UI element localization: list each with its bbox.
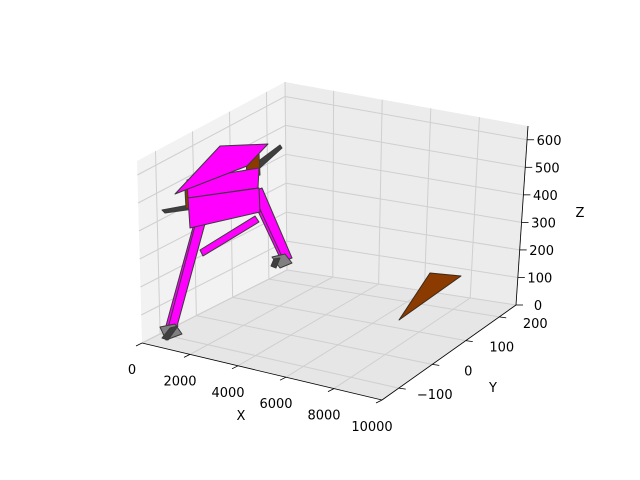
x-tick-mark: [183, 354, 191, 358]
x-gridline: [189, 276, 334, 355]
y-ticks: −100 0 100 200: [398, 316, 548, 403]
y-axis-label: Y: [488, 381, 497, 396]
z-tick-label: 200: [529, 244, 554, 259]
foot-right-shadow: [270, 257, 281, 269]
x-gridline: [237, 283, 379, 367]
y-axis-line: [381, 304, 517, 401]
y-gridline: [266, 91, 270, 280]
z-gridline: [137, 96, 286, 176]
z-tick-label: 400: [533, 189, 558, 204]
z-tick-label: 0: [534, 299, 542, 314]
x-tick-label: 0: [128, 363, 136, 378]
z-tick-label: 500: [535, 161, 560, 176]
x-ticks: 0 2000 4000 6000 8000 10000: [128, 342, 393, 435]
x-tick-mark: [327, 388, 335, 392]
z-gridline: [285, 95, 528, 141]
body-front: [187, 187, 261, 229]
x-tick-label: 4000: [211, 386, 244, 401]
z-gridline: [141, 240, 287, 316]
x-gridline: [378, 99, 383, 285]
x-tick-label: 6000: [259, 397, 292, 412]
y-tick-mark: [398, 387, 406, 390]
z-axis-line: [515, 125, 529, 306]
y-tick-label: −100: [417, 388, 453, 403]
z-gridline: [285, 124, 526, 168]
x-gridline: [285, 290, 425, 378]
z-ticks: 0 100 200 300 400 500 600: [516, 134, 561, 314]
z-gridline: [286, 269, 517, 306]
y-gridline: [268, 278, 500, 318]
x-axis-line: [141, 342, 383, 401]
wedge-tool: [398, 272, 462, 321]
x-axis-label: X: [237, 409, 246, 424]
back-pane: [285, 82, 528, 305]
axis-frame: [141, 125, 529, 401]
x-gridline: [332, 90, 335, 278]
x-tick-label: 10000: [351, 420, 392, 435]
roof: [174, 143, 269, 195]
y-tick-label: 100: [489, 341, 514, 356]
z-axis-label: Z: [576, 206, 585, 221]
y-tick-mark: [499, 316, 507, 319]
x-gridline: [333, 297, 471, 390]
y-gridline: [196, 315, 433, 365]
z-tick-label: 300: [531, 216, 556, 231]
walker-machine: [159, 143, 293, 341]
y-gridline: [155, 151, 161, 334]
y-tick-mark: [432, 363, 440, 366]
x-tick-mark: [231, 365, 239, 370]
x-tick-label: 2000: [163, 374, 196, 389]
y-tick-label: 0: [464, 364, 472, 379]
x-tick-label: 8000: [307, 409, 340, 424]
x-gridline: [423, 108, 432, 292]
wedge-face: [398, 272, 462, 321]
z-gridline: [285, 182, 522, 223]
x-gridline: [469, 117, 480, 299]
x-gridline: [284, 81, 288, 271]
y-tick-label: 200: [523, 317, 548, 332]
x-tick-mark: [279, 376, 287, 381]
x-tick-mark: [135, 342, 143, 347]
y-gridline: [160, 333, 399, 389]
x-tick-mark: [375, 399, 383, 404]
y-gridline: [232, 296, 466, 342]
y-tick-mark: [465, 340, 473, 343]
z-gridline: [285, 153, 524, 196]
z-gridline: [286, 240, 518, 278]
z-gridline: [286, 211, 520, 251]
crossbar: [199, 215, 260, 257]
foot-left-shadow: [161, 325, 179, 341]
z-tick-label: 100: [527, 271, 552, 286]
z-tick-label: 600: [537, 134, 562, 149]
